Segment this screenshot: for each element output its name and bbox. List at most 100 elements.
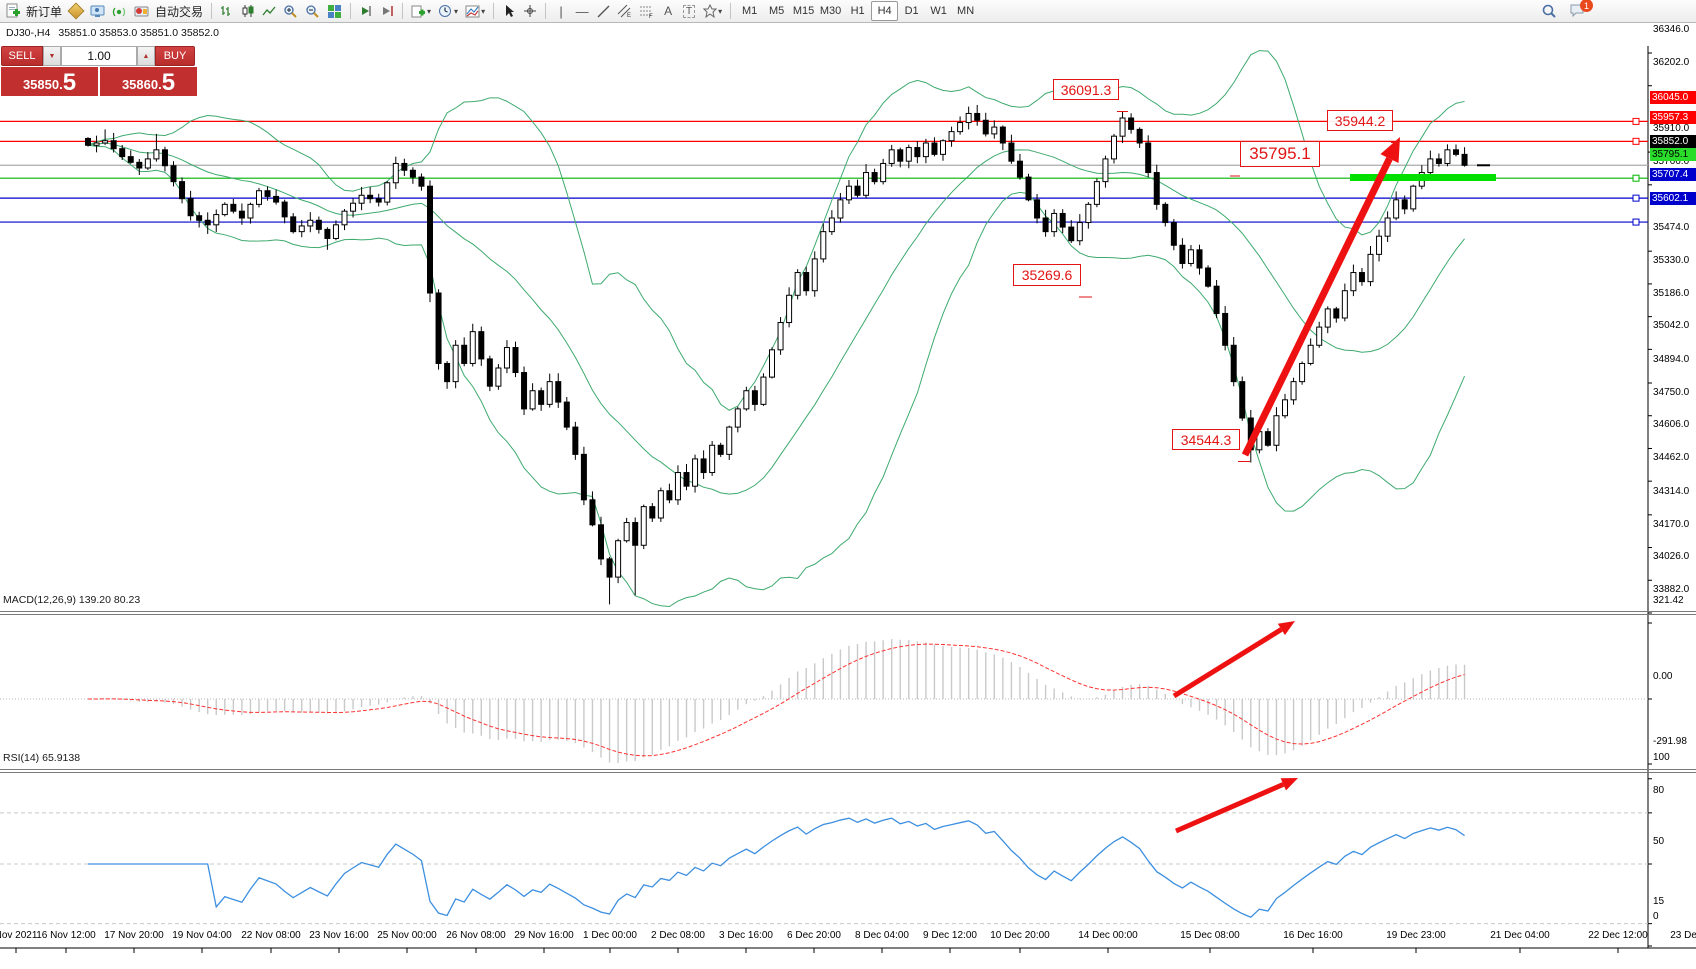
bar-chart-mode-button[interactable]	[217, 2, 237, 21]
line-chart-mode-button[interactable]	[259, 2, 279, 21]
candle-body	[1358, 272, 1365, 283]
auto-scroll-button[interactable]	[356, 2, 376, 21]
search-button[interactable]	[1538, 1, 1560, 20]
timeframe-button-mn[interactable]: MN	[957, 5, 975, 17]
candle-body	[837, 199, 844, 219]
volume-increase-button[interactable]: ▲	[137, 46, 155, 66]
symbol-period-label: DJ30-,H4	[6, 27, 51, 39]
candle-body	[555, 381, 562, 403]
buy-price-display[interactable]: 35860. 5	[100, 67, 197, 96]
auto-scroll-icon	[362, 6, 371, 16]
price-callout-label[interactable]: 35944.2	[1327, 110, 1393, 131]
candle-body	[709, 444, 716, 474]
candle-body	[657, 490, 664, 519]
candle-body	[290, 216, 297, 233]
timeframe-button-m1[interactable]: M1	[741, 5, 758, 17]
channel-icon: E	[617, 4, 631, 18]
trend-arrow	[1172, 627, 1283, 699]
rsi-axis-label: 50	[1653, 836, 1665, 847]
new-order-button[interactable]	[2, 2, 24, 21]
text-tool-button[interactable]: A	[664, 4, 673, 18]
notifications-button[interactable]: 1	[1566, 0, 1593, 20]
candle-body	[580, 453, 587, 501]
time-axis-label: 3 Dec 16:00	[719, 930, 773, 941]
price-axis-tick-label: 34026.0	[1653, 551, 1696, 563]
sell-price-main: 35850.	[22, 77, 63, 92]
fibonacci-tool-button[interactable]: F	[636, 2, 657, 21]
toolbar-separator	[402, 3, 404, 19]
timeframe-button-h4[interactable]: H4	[871, 1, 899, 21]
time-axis-label: 15 Dec 08:00	[1180, 930, 1240, 941]
signals-button[interactable]	[109, 2, 130, 21]
vertical-line-tool-button[interactable]: |	[559, 3, 563, 19]
horizontal-line-tool-button[interactable]: —	[575, 3, 589, 19]
time-axis-label: 23 Nov 16:00	[309, 930, 369, 941]
timeframe-button-w1[interactable]: W1	[930, 5, 947, 17]
time-axis-label: 8 Dec 04:00	[855, 930, 909, 941]
candle-body	[854, 185, 861, 196]
zoom-in-button[interactable]	[280, 2, 301, 21]
ohlc-values: 35851.0 35853.0 35851.0 35852.0	[58, 27, 219, 39]
price-axis-tick-label: 35042.0	[1653, 320, 1696, 332]
candle-body	[1179, 244, 1186, 264]
deposit-button[interactable]	[66, 2, 86, 21]
timeframe-button-h1[interactable]: H1	[850, 5, 865, 17]
tile-windows-button[interactable]	[324, 2, 345, 21]
candle-body	[572, 426, 579, 455]
autotrade-button[interactable]	[131, 2, 153, 21]
price-callout-label[interactable]: 34544.3	[1172, 429, 1240, 450]
price-axis-tick-label: 35474.0	[1653, 222, 1696, 234]
trendline-tool-button[interactable]	[593, 2, 613, 21]
periods-button[interactable]: ▾	[435, 2, 461, 21]
cursor-icon	[505, 5, 514, 17]
timeframe-button-m5[interactable]: M5	[768, 5, 785, 17]
accounts-button[interactable]	[87, 2, 108, 21]
candle-body	[1290, 381, 1297, 401]
candle-body	[1222, 312, 1229, 346]
candle-body	[760, 376, 767, 405]
label-tool-button[interactable]: T	[679, 2, 699, 21]
cursor-tool-button[interactable]	[499, 2, 519, 21]
timeframe-button-m15[interactable]: M15	[792, 5, 815, 17]
toolbar-separator	[545, 3, 547, 19]
crosshair-tool-button[interactable]	[520, 2, 540, 21]
channel-tool-button[interactable]: E	[614, 2, 635, 21]
chart-shift-button[interactable]	[377, 2, 397, 21]
volume-decrease-button[interactable]: ▼	[43, 46, 61, 66]
time-axis-label: 29 Nov 16:00	[514, 930, 574, 941]
add-indicator-icon	[411, 5, 426, 17]
bollinger-upper-band	[87, 50, 1465, 411]
candle-body	[1453, 149, 1459, 155]
price-callout-label[interactable]: 35269.6	[1013, 264, 1081, 286]
autotrade-label[interactable]: 自动交易	[155, 4, 204, 19]
sell-price-display[interactable]: 35850. 5	[1, 67, 98, 96]
macd-axis-label: -291.98	[1653, 736, 1687, 747]
candle-body	[1435, 158, 1442, 164]
dropdown-caret-icon: ▾	[481, 6, 486, 16]
indicators-button[interactable]: ▾	[408, 2, 434, 21]
candle-chart-mode-button[interactable]	[238, 2, 258, 21]
toolbar: 新订单 自动交易 ▾ ▾ ▾ | — E F A T ▾ M1 M5 M15 M30 H…	[0, 0, 1696, 23]
chart-canvas[interactable]	[0, 46, 1696, 969]
candle-body	[991, 126, 998, 135]
new-order-label[interactable]: 新订单	[26, 4, 63, 19]
arrows-tool-button[interactable]: ▾	[700, 2, 725, 21]
candle-body	[264, 190, 271, 197]
chart-window[interactable]	[0, 23, 1696, 969]
rsi-axis-label: 80	[1653, 784, 1665, 796]
price-callout-label[interactable]: 36091.3	[1053, 79, 1119, 100]
buy-button[interactable]: BUY	[155, 46, 195, 66]
timeframe-button-d1[interactable]: D1	[904, 5, 919, 17]
price-callout-label[interactable]: 35795.1	[1240, 141, 1320, 167]
candle-body	[213, 214, 220, 226]
gold-diamond-icon	[67, 2, 85, 20]
sell-button[interactable]: SELL	[1, 46, 43, 66]
candle-body	[230, 203, 237, 212]
volume-input[interactable]: 1.00	[61, 46, 137, 66]
zoom-out-button[interactable]	[302, 2, 323, 21]
timeframe-button-m30[interactable]: M30	[819, 5, 842, 17]
candle-body	[811, 258, 818, 292]
candle-body	[880, 162, 887, 183]
templates-button[interactable]: ▾	[462, 2, 488, 21]
